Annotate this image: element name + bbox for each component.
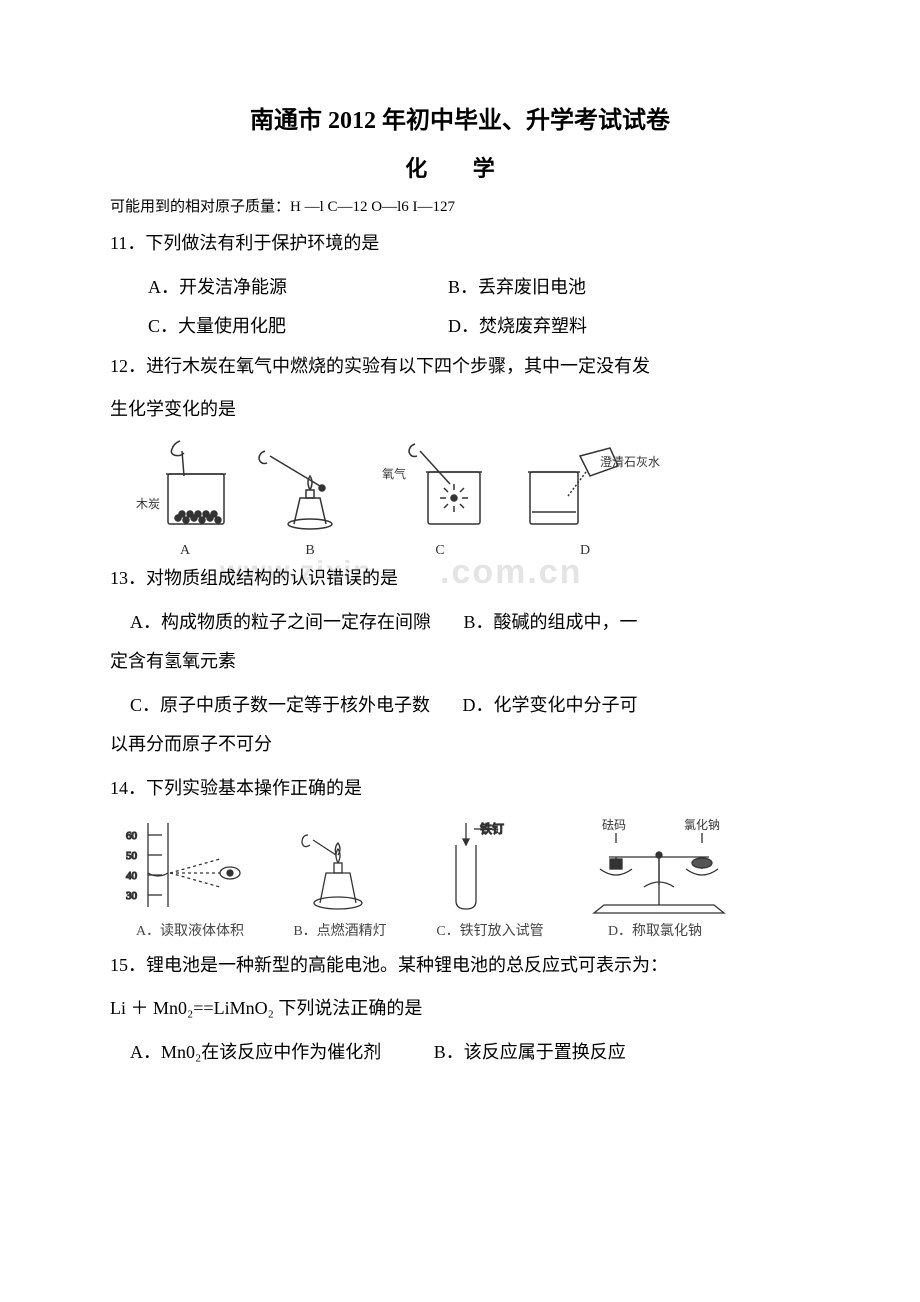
svg-text:40: 40: [126, 870, 138, 882]
q13-option-d1: D．化学变化中分子可: [463, 695, 638, 715]
q12-fig-b: B: [250, 436, 370, 559]
q12-label-a: A: [130, 543, 240, 559]
q12-label-c: C: [380, 543, 500, 559]
q13-stem: 13．对物质组成结构的认识错误的是: [110, 559, 810, 599]
q12-fig-a: 木炭 A: [130, 436, 240, 559]
q13-option-c: C．原子中质子数一定等于核外电子数: [130, 695, 430, 715]
q13-row1: A．构成物质的粒子之间一定存在间隙 B．酸碱的组成中，一: [110, 603, 810, 643]
jar-charcoal-icon: 木炭: [130, 436, 240, 536]
oxygen-label: 氧气: [382, 466, 406, 481]
q15-stem-l2: Li ＋ Mn0₂==LiMnO₂ 下列说法正确的是: [110, 989, 810, 1029]
q14-caption-b: B．点燃酒精灯: [270, 920, 410, 940]
q11-stem: 11．下列做法有利于保护环境的是: [110, 224, 810, 264]
q14-fig-c: 铁钉: [426, 815, 546, 920]
q12-fig-d: 澄清石灰水 D: [510, 436, 660, 559]
q13-option-a: A．构成物质的粒子之间一定存在间隙: [130, 612, 431, 632]
svg-text:50: 50: [126, 850, 138, 862]
q13-row2: C．原子中质子数一定等于核外电子数 D．化学变化中分子可: [110, 686, 810, 726]
q11-option-c: C．大量使用化肥: [148, 307, 448, 347]
q15-stem-l1: 15．锂电池是一种新型的高能电池。某种锂电池的总反应式可表示为：: [110, 946, 810, 986]
q12-label-b: B: [250, 543, 370, 559]
svg-text:30: 30: [126, 890, 138, 902]
balance-icon: 砝码 氯化钠: [574, 815, 744, 915]
page-subtitle: 化 学: [110, 151, 810, 183]
atomic-mass-note: 可能用到的相对原子质量：H —l C—12 O—l6 I—127: [110, 195, 810, 216]
svg-text:60: 60: [126, 830, 138, 842]
q12-label-d: D: [510, 543, 660, 559]
q14-stem: 14．下列实验基本操作正确的是: [110, 769, 810, 809]
q11-row1: A．开发洁净能源 B．丢弃废旧电池: [110, 268, 810, 308]
cylinder-eye-icon: 60 50 40 30: [120, 815, 250, 915]
q11-option-a: A．开发洁净能源: [148, 268, 448, 308]
q15-option-a: A．Mn0₂在该反应中作为催化剂: [130, 1042, 381, 1062]
q15-option-b: B．该反应属于置换反应: [434, 1042, 626, 1062]
q12-stem-l1: 12．进行木炭在氧气中燃烧的实验有以下四个步骤，其中一定没有发: [110, 347, 810, 387]
q14-fig-d: 砝码 氯化钠: [574, 815, 744, 920]
q14-caption-d: D．称取氯化钠: [570, 920, 740, 940]
q12-figure-row: 木炭 A: [130, 436, 810, 559]
q12-stem-l2: 生化学变化的是: [110, 390, 810, 430]
q12-fig-c: 氧气 C: [380, 436, 500, 559]
svg-text:氯化钠: 氯化钠: [684, 817, 720, 832]
q11-option-d: D．焚烧废弃塑料: [448, 307, 810, 347]
q15-row1: A．Mn0₂在该反应中作为催化剂 B．该反应属于置换反应: [110, 1033, 810, 1073]
q11-row2: C．大量使用化肥 D．焚烧废弃塑料: [110, 307, 810, 347]
burner-icon: [250, 436, 370, 536]
svg-text:砝码: 砝码: [602, 817, 626, 832]
nail-tube-icon: 铁钉: [426, 815, 546, 915]
light-lamp-icon: [278, 815, 398, 915]
q14-caption-a: A．读取液体体积: [120, 920, 260, 940]
q13-option-b1: B．酸碱的组成中，一: [464, 612, 638, 632]
q14-caption-c: C．铁钉放入试管: [420, 920, 560, 940]
q13-option-b2: 定含有氢氧元素: [110, 642, 810, 682]
pour-jar-icon: 澄清石灰水: [510, 436, 660, 536]
glow-jar-icon: 氧气: [380, 436, 500, 536]
q14-fig-b: [278, 815, 398, 920]
q11-option-b: B．丢弃废旧电池: [448, 268, 810, 308]
q14-fig-a: 60 50 40 30: [120, 815, 250, 920]
q14-figure-row: 60 50 40 30: [120, 815, 810, 920]
coal-label: 木炭: [136, 497, 160, 511]
page-title: 南通市 2012 年初中毕业、升学考试试卷: [110, 100, 810, 135]
lime-label: 澄清石灰水: [600, 454, 660, 469]
q13-option-d2: 以再分而原子不可分: [110, 725, 810, 765]
q14-captions: A．读取液体体积 B．点燃酒精灯 C．铁钉放入试管 D．称取氯化钠: [120, 920, 810, 940]
